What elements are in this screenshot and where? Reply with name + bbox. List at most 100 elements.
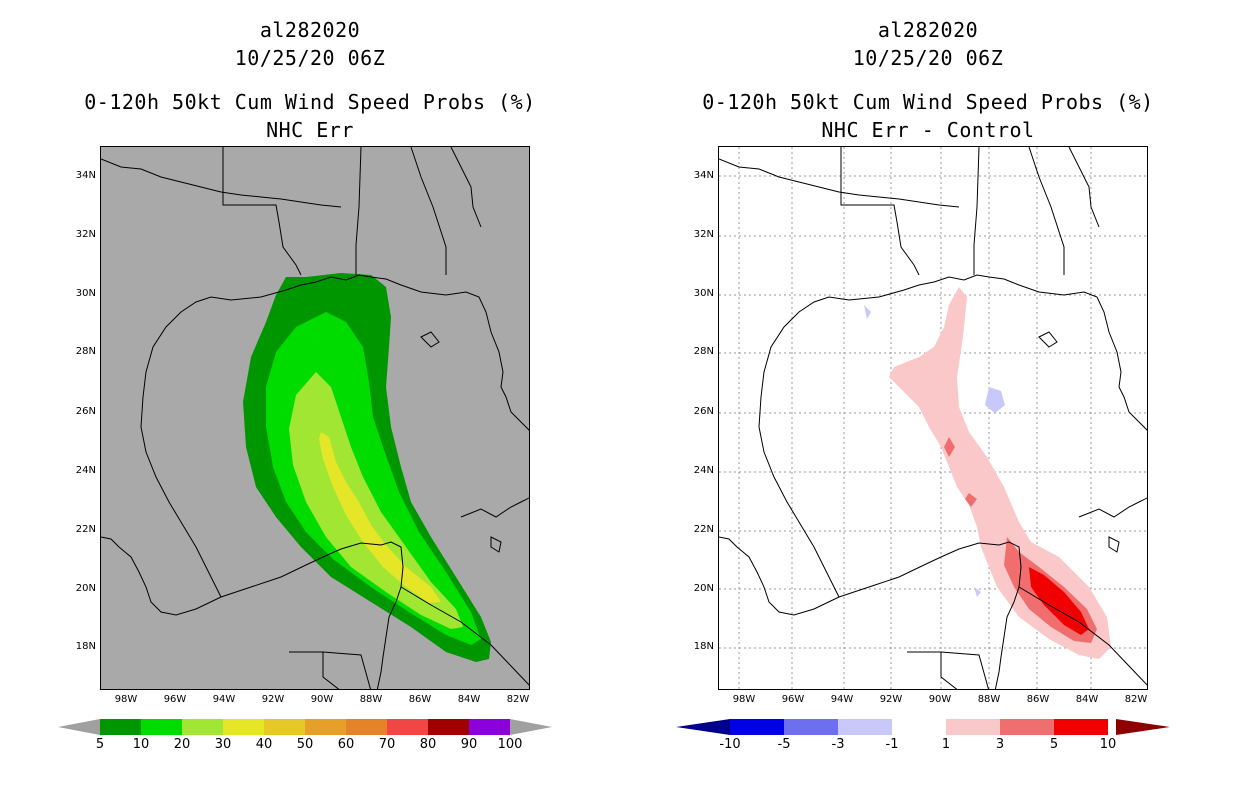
colorbar-label: 80 bbox=[419, 737, 437, 752]
lat-label: 22N bbox=[75, 524, 96, 535]
left-title-subtitle: NHC Err bbox=[266, 118, 354, 142]
right-title-subtitle: NHC Err - Control bbox=[821, 118, 1035, 142]
diff-contour-1to3 bbox=[889, 287, 1111, 659]
colorbar-cell bbox=[838, 719, 892, 735]
diff-small-blue-1 bbox=[985, 387, 1005, 413]
colorbar-cell bbox=[784, 719, 838, 735]
lon-label: 86W bbox=[1026, 694, 1050, 705]
lon-label: 84W bbox=[1075, 694, 1099, 705]
colorbar-label: -5 bbox=[777, 737, 791, 752]
colorbar-cell bbox=[346, 719, 387, 735]
lon-label: 82W bbox=[506, 694, 530, 705]
colorbar-label: 30 bbox=[214, 737, 232, 752]
lon-label: 92W bbox=[879, 694, 903, 705]
diff-small-red-2 bbox=[965, 493, 977, 507]
left-colorbar bbox=[58, 719, 552, 735]
right-colorbar bbox=[676, 719, 1170, 735]
colorbar-label: 10 bbox=[132, 737, 150, 752]
lat-label: 30N bbox=[75, 288, 96, 299]
colorbar-cell bbox=[892, 719, 946, 735]
lon-label: 98W bbox=[114, 694, 138, 705]
colorbar-label: 20 bbox=[173, 737, 191, 752]
colorbar-label: -10 bbox=[719, 737, 741, 752]
colorbar-label: 50 bbox=[296, 737, 314, 752]
lon-label: 96W bbox=[163, 694, 187, 705]
colorbar-label: 90 bbox=[460, 737, 478, 752]
lat-label: 22N bbox=[693, 524, 714, 535]
lon-label: 90W bbox=[928, 694, 952, 705]
colorbar-label: -1 bbox=[885, 737, 899, 752]
lon-label: 92W bbox=[261, 694, 285, 705]
diff-small-red-1 bbox=[944, 437, 955, 457]
colorbar-cell bbox=[141, 719, 182, 735]
colorbar-cell bbox=[305, 719, 346, 735]
prob-contour-20 bbox=[289, 372, 463, 629]
colorbar-label: 60 bbox=[337, 737, 355, 752]
lon-label: 98W bbox=[732, 694, 756, 705]
colorbar-cell bbox=[946, 719, 1000, 735]
lon-label: 82W bbox=[1124, 694, 1148, 705]
colorbar-cell bbox=[387, 719, 428, 735]
left-map-svg bbox=[101, 147, 529, 689]
right-title-date: 10/25/20 06Z bbox=[852, 46, 1004, 70]
colorbar-label: 70 bbox=[378, 737, 396, 752]
colorbar-cell bbox=[264, 719, 305, 735]
lat-label: 30N bbox=[693, 288, 714, 299]
colorbar-cell bbox=[223, 719, 264, 735]
left-colorbar-low-end bbox=[58, 719, 100, 735]
diff-contour-5to10 bbox=[1029, 567, 1089, 635]
lat-label: 32N bbox=[693, 229, 714, 240]
left-title-product: 0-120h 50kt Cum Wind Speed Probs (%) bbox=[84, 90, 536, 114]
lat-label: 18N bbox=[693, 641, 714, 652]
diff-small-blue-3 bbox=[974, 587, 981, 597]
colorbar-cell bbox=[469, 719, 510, 735]
colorbar-cell bbox=[730, 719, 784, 735]
left-title-date: 10/25/20 06Z bbox=[234, 46, 386, 70]
colorbar-cell bbox=[428, 719, 469, 735]
lat-label: 26N bbox=[75, 406, 96, 417]
coastlines bbox=[101, 147, 529, 689]
left-title-storm-id: al282020 bbox=[259, 18, 361, 42]
lat-label: 34N bbox=[693, 170, 714, 181]
lon-label: 84W bbox=[457, 694, 481, 705]
right-title-storm-id: al282020 bbox=[877, 18, 979, 42]
left-colorbar-high-end bbox=[510, 719, 552, 735]
diff-small-blue-2 bbox=[864, 305, 871, 319]
lat-label: 34N bbox=[75, 170, 96, 181]
prob-contour-30 bbox=[319, 432, 441, 603]
lon-label: 94W bbox=[830, 694, 854, 705]
lat-label: 26N bbox=[693, 406, 714, 417]
colorbar-cell bbox=[1054, 719, 1108, 735]
colorbar-cell bbox=[182, 719, 223, 735]
lat-label: 24N bbox=[693, 465, 714, 476]
colorbar-label: -3 bbox=[831, 737, 845, 752]
lat-label: 28N bbox=[75, 346, 96, 357]
lat-label: 32N bbox=[75, 229, 96, 240]
right-title-product: 0-120h 50kt Cum Wind Speed Probs (%) bbox=[702, 90, 1154, 114]
colorbar-cell bbox=[1000, 719, 1054, 735]
lat-label: 28N bbox=[693, 346, 714, 357]
lon-label: 90W bbox=[310, 694, 334, 705]
colorbar-label: 5 bbox=[1049, 737, 1059, 752]
right-map-svg bbox=[719, 147, 1147, 689]
right-colorbar-high-end bbox=[1116, 719, 1170, 735]
lon-label: 88W bbox=[977, 694, 1001, 705]
coastlines bbox=[719, 147, 1147, 689]
right-difference-map bbox=[718, 146, 1148, 690]
lat-label: 20N bbox=[75, 583, 96, 594]
lat-label: 24N bbox=[75, 465, 96, 476]
left-probability-map bbox=[100, 146, 530, 690]
colorbar-label: 1 bbox=[941, 737, 951, 752]
lon-label: 96W bbox=[781, 694, 805, 705]
lat-label: 20N bbox=[693, 583, 714, 594]
lon-label: 88W bbox=[359, 694, 383, 705]
colorbar-label: 5 bbox=[95, 737, 105, 752]
colorbar-label: 40 bbox=[255, 737, 273, 752]
right-colorbar-low-end bbox=[676, 719, 730, 735]
lon-label: 86W bbox=[408, 694, 432, 705]
colorbar-label: 10 bbox=[1099, 737, 1117, 752]
colorbar-label: 3 bbox=[995, 737, 1005, 752]
colorbar-label: 100 bbox=[497, 737, 523, 752]
lat-label: 18N bbox=[75, 641, 96, 652]
colorbar-cell bbox=[100, 719, 141, 735]
